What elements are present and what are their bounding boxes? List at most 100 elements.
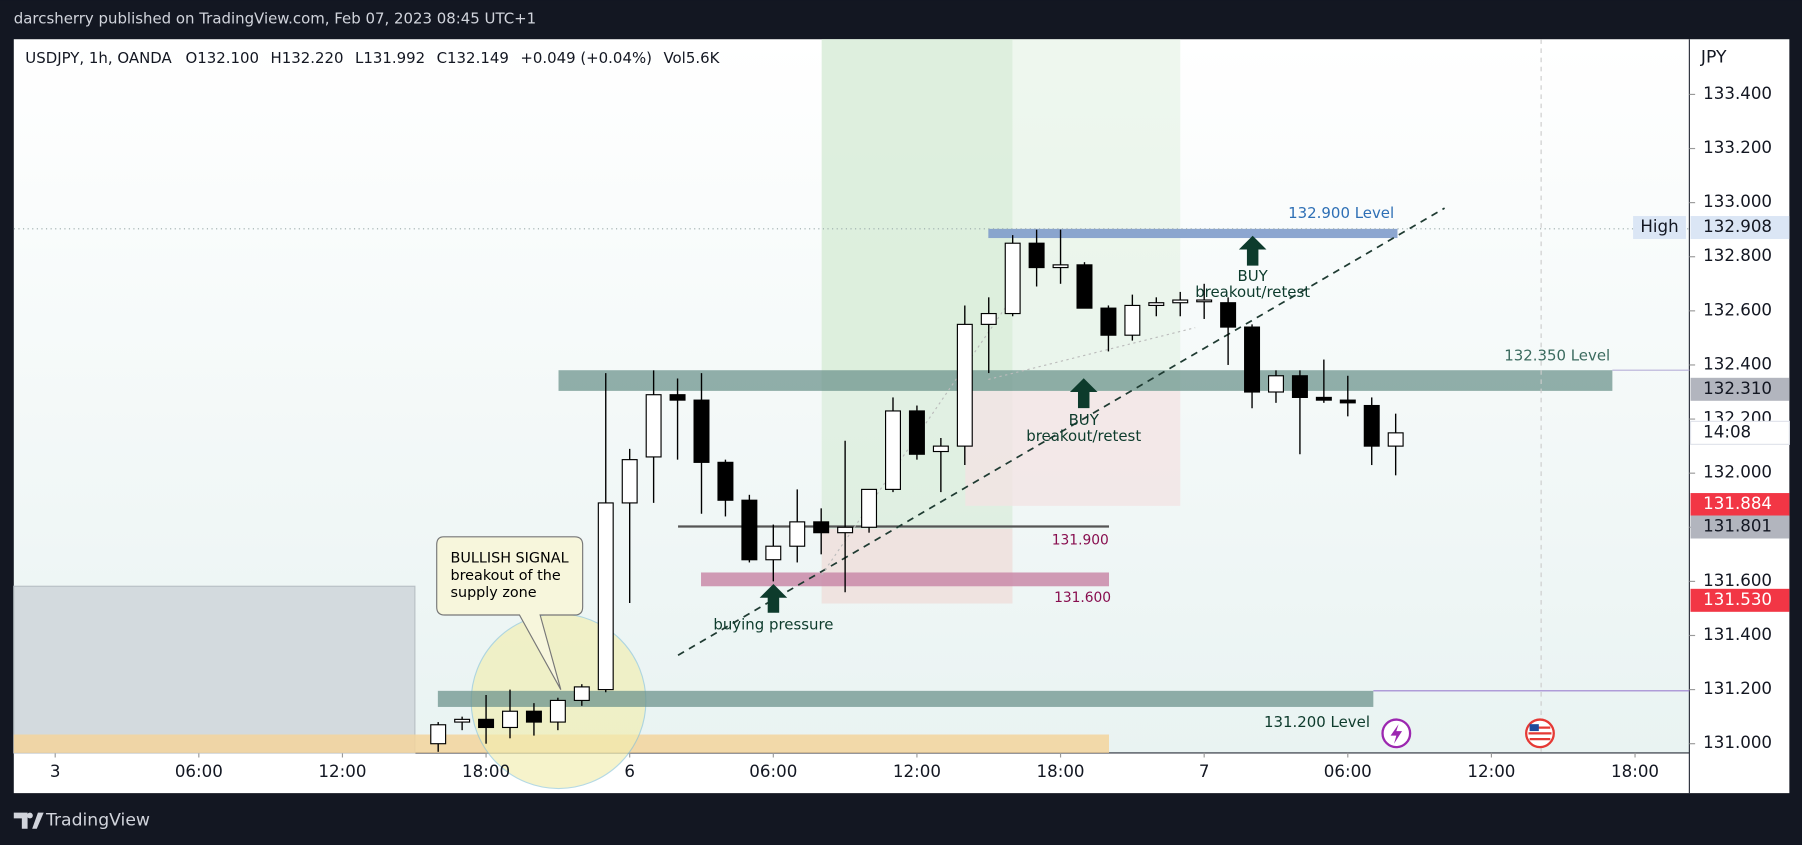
price-tag: [1690, 377, 1790, 401]
note-label: buying pressure: [713, 615, 833, 633]
symbol: USDJPY, 1h, OANDA: [25, 49, 172, 67]
arrow-up: [1069, 378, 1098, 409]
candle-body: [861, 488, 878, 528]
x-tick-label: 18:00: [1037, 762, 1085, 781]
candle-body: [597, 502, 614, 691]
callout-text: breakout of the: [450, 568, 560, 584]
candle-body: [1196, 299, 1213, 303]
legend-value: Vol5.6K: [663, 49, 720, 67]
candle-body: [1267, 375, 1284, 393]
y-tick-label: 133.200: [1703, 138, 1772, 157]
x-tick-label: 18:00: [462, 762, 510, 781]
y-tick-label: 132.400: [1703, 354, 1772, 373]
x-tick-label: 06:00: [1324, 762, 1372, 781]
flag-icon: [1529, 724, 1539, 732]
level-label: 132.350 Level: [1504, 346, 1610, 364]
candle-body: [1172, 299, 1189, 304]
y-tick-label: 131.200: [1703, 679, 1772, 698]
legend-value: O132.100: [186, 49, 260, 67]
level-label: 131.200 Level: [1264, 713, 1370, 731]
candles: [430, 229, 1404, 752]
arrow-up: [759, 583, 788, 613]
y-tick-label: 132.800: [1703, 246, 1772, 265]
annotations: BULLISH SIGNAL breakout of the supply zo…: [450, 204, 1610, 731]
candle-body: [884, 410, 901, 490]
candle-body: [478, 718, 495, 729]
candle-body: [1148, 302, 1165, 307]
candle-body: [837, 526, 854, 534]
x-tick-label: 06:00: [175, 762, 223, 781]
x-tick-label: 06:00: [749, 762, 797, 781]
candle-body: [1052, 264, 1069, 269]
candle-body: [908, 410, 925, 455]
callout-text: BULLISH SIGNAL: [450, 551, 568, 567]
candle-body: [717, 461, 734, 501]
candle-body: [1028, 242, 1045, 269]
price-tag-label: 131.884: [1703, 494, 1772, 513]
candle-body: [1100, 307, 1117, 336]
candle-body: [932, 445, 949, 453]
x-tick-label: 18:00: [1611, 762, 1659, 781]
profit-zone: [821, 39, 1013, 604]
y-tick-label: 132.000: [1703, 463, 1772, 482]
candle-body: [1076, 264, 1093, 309]
x-tick-label: 12:00: [893, 762, 941, 781]
candle-body: [621, 459, 638, 504]
price-axis: [1689, 39, 1790, 794]
trend-line: [677, 207, 1446, 656]
y-tick-label: 132.600: [1703, 300, 1772, 319]
level-zone: [701, 572, 1110, 587]
price-tag: [1690, 216, 1790, 240]
y-tick-label: 133.000: [1703, 192, 1772, 211]
y-tick-label: 131.400: [1703, 625, 1772, 644]
candle-body: [645, 394, 662, 458]
event-icon: [1390, 724, 1403, 744]
legend-value: C132.149: [437, 49, 509, 67]
candle-body: [1124, 304, 1141, 336]
candle-body: [980, 312, 997, 325]
brand: TradingView: [13, 811, 150, 831]
candle-body: [1004, 242, 1021, 315]
level-label: 132.900 Level: [1288, 204, 1394, 222]
level-zone: [437, 690, 1374, 707]
candle-body: [525, 710, 542, 723]
price-tag-label: 132.310: [1703, 379, 1772, 398]
time-axis: [13, 752, 1690, 794]
buy-label: breakout/retest: [1195, 283, 1310, 301]
price-tag-label: 131.530: [1703, 590, 1772, 609]
candle-body: [693, 399, 710, 463]
loss-zone: [821, 528, 1013, 604]
price-tag-label: 131.801: [1703, 517, 1772, 536]
brand-logo: [13, 812, 44, 829]
price-tag: [1690, 493, 1790, 517]
candle-body: [1244, 326, 1261, 393]
candle-body: [549, 699, 566, 723]
x-tick-label: 7: [1199, 762, 1210, 781]
candle-body: [454, 718, 471, 723]
grid: [54, 93, 1696, 758]
candle-body: [789, 521, 806, 547]
buy-label: breakout/retest: [1026, 427, 1141, 445]
legend-value: H132.220: [271, 49, 344, 67]
x-tick-label: 12:00: [318, 762, 366, 781]
x-tick-label: 6: [624, 762, 635, 781]
candle-body: [813, 521, 830, 534]
y-tick-label: 131.000: [1703, 733, 1772, 752]
x-tick-label: 3: [50, 762, 61, 781]
level-label: 131.600: [1054, 590, 1111, 606]
candle-body: [573, 686, 590, 701]
candle-body: [502, 710, 518, 729]
range-box: [13, 585, 416, 754]
price-tag: [1690, 588, 1790, 612]
y-tick-label: 131.600: [1703, 571, 1772, 590]
loss-zone: [965, 390, 1181, 506]
candle-body: [1220, 302, 1237, 328]
buy-label: BUY: [1069, 411, 1100, 429]
guide-line: [988, 327, 1196, 380]
level-zone: [988, 228, 1398, 239]
candle-body: [1363, 404, 1380, 447]
countdown-tag: [1689, 420, 1790, 445]
countdown-label: 14:08: [1703, 422, 1751, 441]
y-tick-label: 133.400: [1703, 84, 1772, 103]
